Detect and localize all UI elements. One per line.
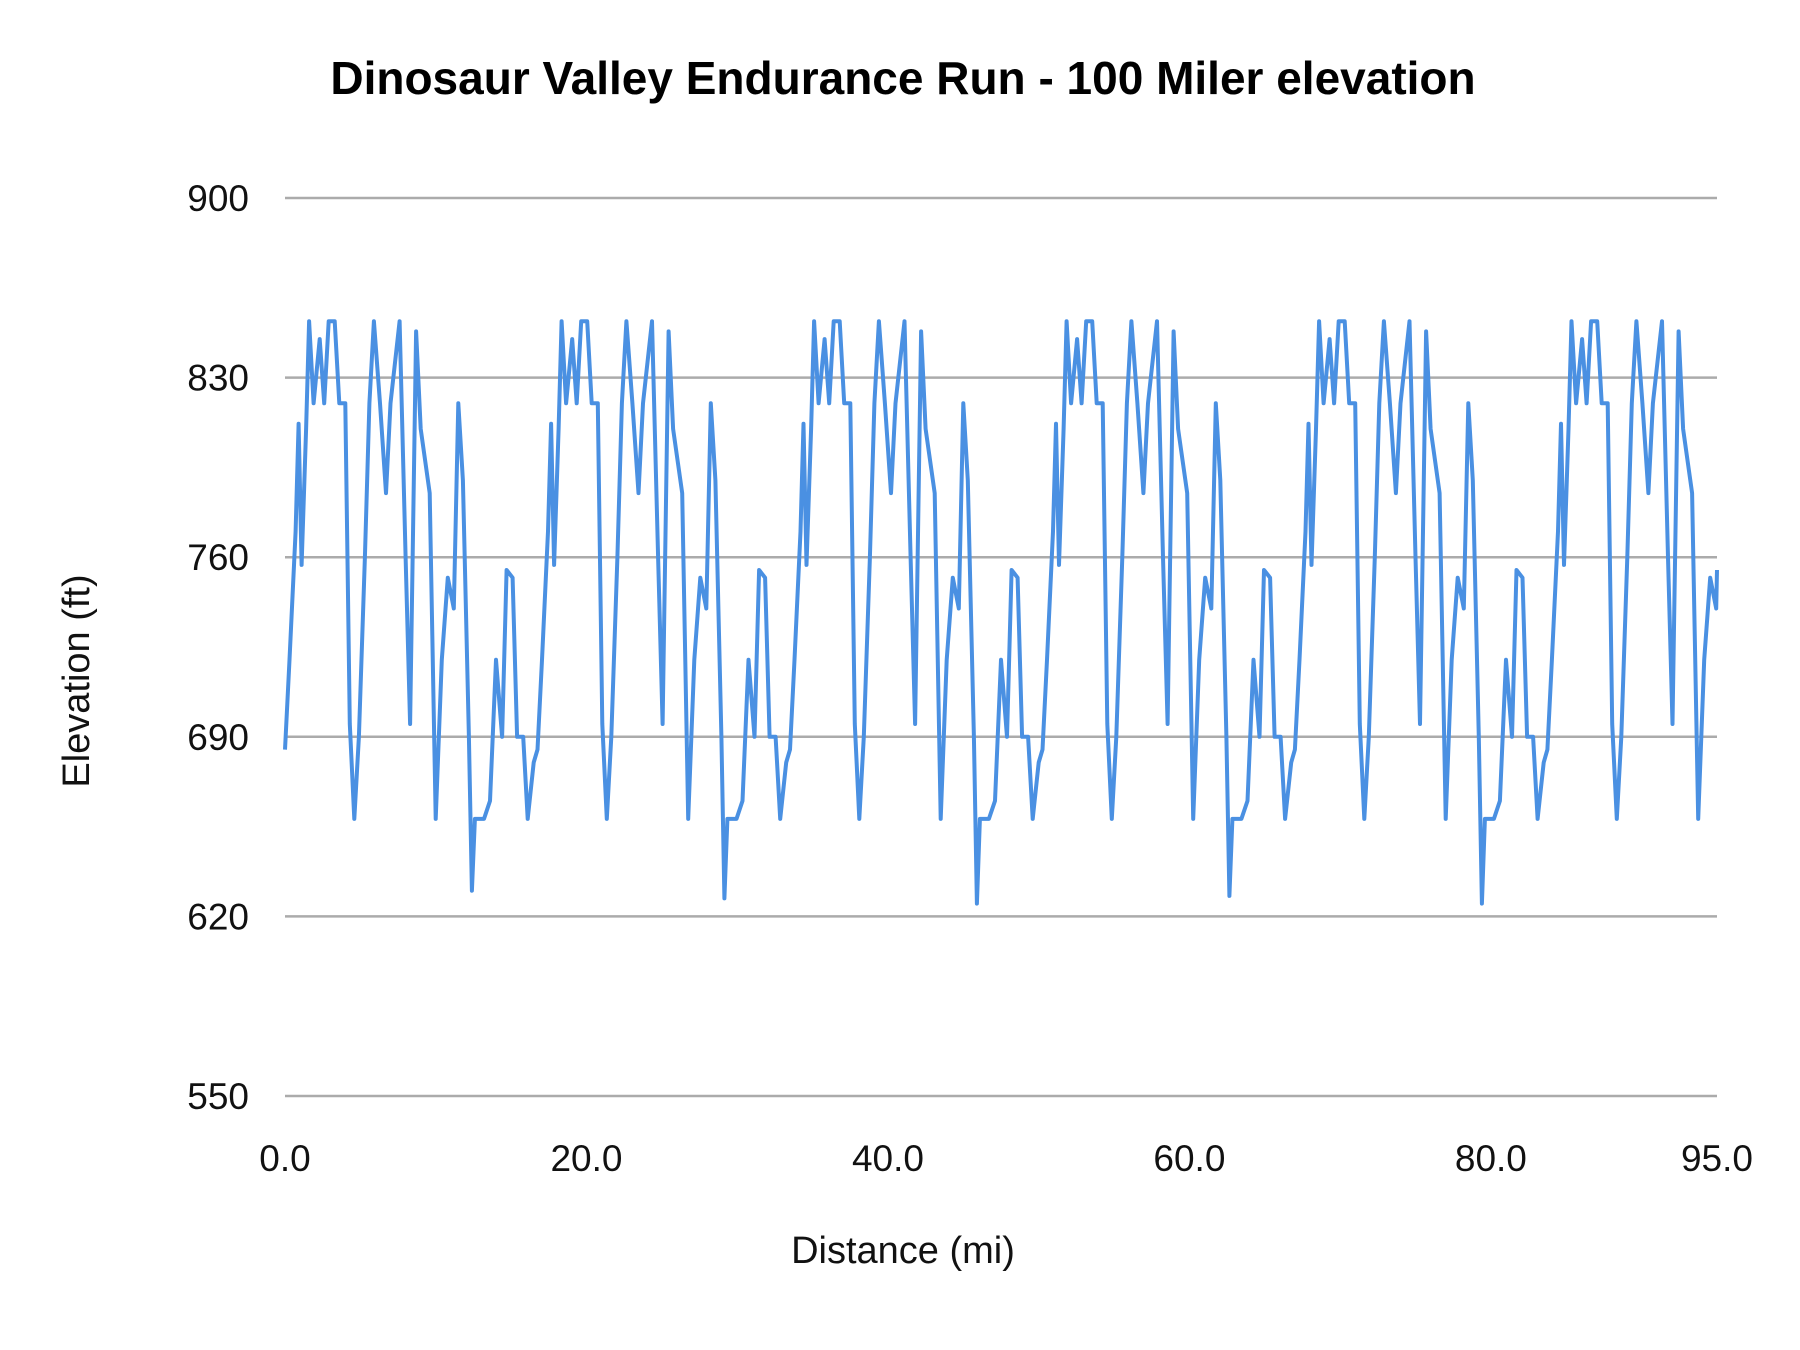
x-tick-label: 0.0 <box>259 1138 310 1179</box>
x-tick-label: 60.0 <box>1153 1138 1225 1179</box>
x-axis-ticks: 0.0 20.0 40.0 60.0 80.0 95.0 <box>259 1138 1753 1179</box>
y-axis-label: Elevation (ft) <box>56 574 98 787</box>
gridlines <box>285 196 1717 1098</box>
x-tick-label: 80.0 <box>1455 1138 1527 1179</box>
y-tick-label: 550 <box>187 1076 249 1117</box>
chart-title: Dinosaur Valley Endurance Run - 100 Mile… <box>330 52 1475 104</box>
y-axis-ticks: 900 830 760 690 620 550 <box>187 178 249 1117</box>
elevation-line <box>283 319 1719 906</box>
y-tick-label: 830 <box>187 358 249 399</box>
y-tick-label: 760 <box>187 537 249 578</box>
y-tick-label: 900 <box>187 178 249 219</box>
y-tick-label: 620 <box>187 896 249 937</box>
x-tick-label: 95.0 <box>1681 1138 1753 1179</box>
x-tick-label: 40.0 <box>852 1138 924 1179</box>
plot-area <box>283 319 1719 906</box>
x-tick-label: 20.0 <box>550 1138 622 1179</box>
y-tick-label: 690 <box>187 717 249 758</box>
x-axis-label: Distance (mi) <box>791 1230 1015 1272</box>
